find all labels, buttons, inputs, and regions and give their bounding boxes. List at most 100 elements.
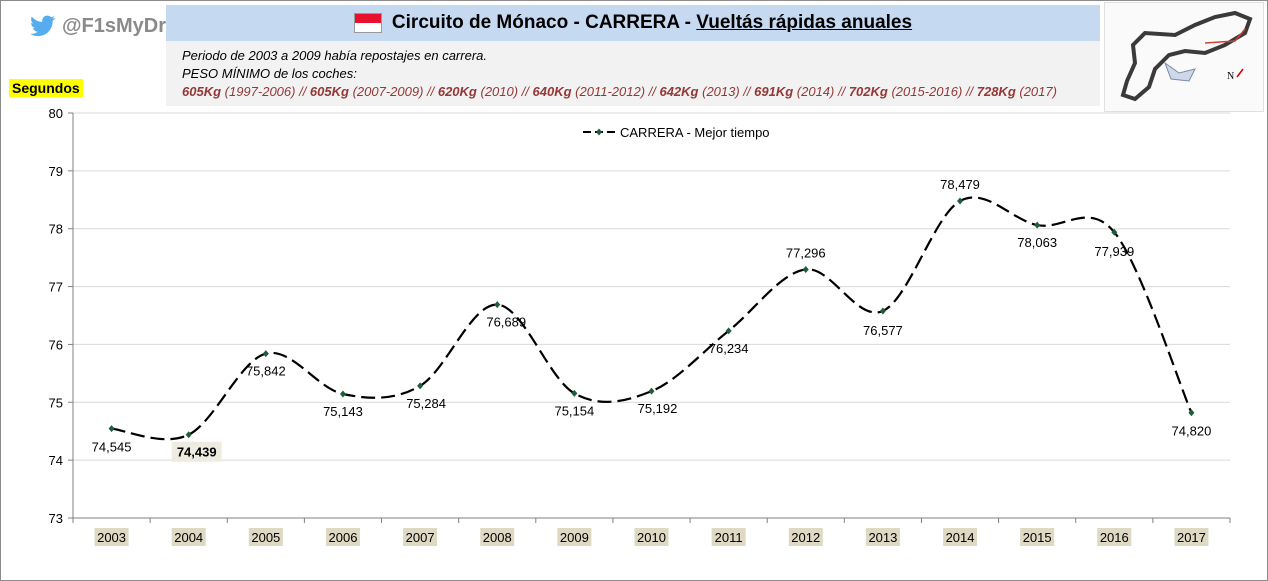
data-point	[339, 390, 346, 398]
x-tick-label-bg	[325, 528, 360, 546]
min-weight-value: 620Kg	[437, 84, 477, 99]
data-label: 75,842	[246, 364, 286, 379]
x-tick-label-bg	[1020, 528, 1055, 546]
twitter-handle: @F1sMyDrug	[30, 12, 190, 40]
x-tick-label-bg	[943, 528, 978, 546]
data-point	[571, 389, 578, 397]
data-label: 74,439	[177, 445, 217, 460]
data-point	[802, 265, 809, 273]
twitter-bird-icon	[30, 15, 56, 37]
min-weight-value: 605Kg	[309, 84, 349, 99]
data-point	[648, 387, 655, 395]
data-label: 75,154	[554, 403, 594, 418]
x-tick-label-bg	[1174, 528, 1209, 546]
x-tick-label: 2006	[329, 530, 358, 545]
y-tick-label: 75	[49, 395, 63, 410]
legend: CARRERA - Mejor tiempo	[583, 125, 770, 140]
data-label: 75,192	[638, 401, 678, 416]
y-tick-label: 79	[49, 164, 63, 179]
legend-marker	[596, 128, 602, 136]
data-label: 78,479	[940, 177, 980, 192]
x-tick-label-bg	[711, 528, 746, 546]
x-tick-label-bg	[634, 528, 669, 546]
data-point	[185, 431, 192, 439]
x-tick-label: 2005	[251, 530, 280, 545]
min-weight-period: (2017)	[1015, 84, 1057, 99]
chart-title-underlined: Vueltás rápidas anuales	[696, 12, 913, 33]
data-markers	[108, 197, 1195, 439]
header-box: Circuito de Mónaco - CARRERA - Vueltás r…	[166, 5, 1100, 106]
data-point	[725, 327, 732, 335]
twitter-handle-text: @F1sMyDrug	[62, 14, 191, 37]
y-tick-label: 74	[49, 453, 63, 468]
min-weight-period: (2013) //	[698, 84, 755, 99]
x-tick-label-bg	[403, 528, 438, 546]
chart-title-main: Circuito de Mónaco - CARRERA -	[391, 12, 697, 33]
x-tick-label: 2004	[174, 530, 203, 545]
min-weight-heading: PESO MÍNIMO de los coches:	[182, 66, 357, 81]
x-tick-label-bg	[557, 528, 592, 546]
refuel-note: Periodo de 2003 a 2009 había repostajes …	[182, 48, 487, 63]
chart-title: Circuito de Mónaco - CARRERA - Vueltás r…	[392, 12, 912, 34]
data-label: 76,234	[709, 341, 749, 356]
min-weight-period: (2010) //	[476, 84, 533, 99]
data-label: 77,939	[1094, 244, 1134, 259]
y-unit-label: Segundos	[9, 79, 83, 97]
y-tick-label: 80	[49, 106, 63, 121]
y-axis-ticks: 73 74 75 76 77 78 79 80	[49, 106, 74, 526]
min-weight-period: (1997-2006) //	[221, 84, 310, 99]
x-tick-label-bg	[865, 528, 900, 546]
x-tick-label: 2003	[97, 530, 126, 545]
data-label: 76,689	[486, 315, 526, 330]
data-point	[1111, 228, 1118, 236]
x-tick-label: 2017	[1177, 530, 1206, 545]
data-point	[262, 350, 269, 358]
min-weight-list: 605Kg (1997-2006) // 605Kg (2007-2009) /…	[182, 84, 1057, 99]
x-tick-label: 2015	[1023, 530, 1052, 545]
x-tick-label: 2009	[560, 530, 589, 545]
y-tick-label: 77	[49, 280, 63, 295]
y-tick-label: 73	[49, 511, 63, 526]
min-weight-value: 702Kg	[848, 84, 888, 99]
min-weight-value: 691Kg	[754, 84, 794, 99]
monaco-flag-icon	[353, 13, 382, 33]
title-bar: Circuito de Mónaco - CARRERA - Vueltás r…	[166, 5, 1100, 41]
data-label: 77,296	[786, 245, 826, 260]
min-weight-value: 728Kg	[976, 84, 1016, 99]
x-tick-label: 2014	[946, 530, 975, 545]
y-tick-label: 76	[49, 337, 63, 352]
min-weight-value: 640Kg	[532, 84, 572, 99]
x-tick-label-bg	[94, 528, 129, 546]
data-point	[879, 307, 886, 315]
svg-text:N: N	[1227, 71, 1234, 82]
x-axis: 2003 2004 2005 2006 2007 2008 2009 2010 2011 2012…	[72, 518, 1231, 546]
min-weight-period: (2015-2016) //	[887, 84, 977, 99]
x-tick-label: 2013	[868, 530, 897, 545]
x-tick-label: 2007	[406, 530, 435, 545]
circuit-map-image: N	[1104, 2, 1264, 112]
data-point	[417, 382, 424, 390]
x-tick-label: 2010	[637, 530, 666, 545]
x-tick-label-bg	[480, 528, 515, 546]
min-weight-period: (2011-2012) //	[571, 84, 660, 99]
x-tick-label-bg	[248, 528, 283, 546]
data-label: 75,143	[323, 404, 363, 419]
legend-label: CARRERA - Mejor tiempo	[620, 125, 770, 140]
y-tick-label: 78	[49, 222, 63, 237]
min-weight-period: (2007-2009) //	[348, 84, 438, 99]
data-point	[957, 197, 964, 205]
x-tick-label-bg	[788, 528, 823, 546]
data-point	[108, 425, 115, 433]
data-point	[1188, 409, 1195, 417]
data-label: 75,284	[406, 396, 446, 411]
gridlines	[73, 112, 1230, 519]
data-labels: 74,545 74,439 75,842 75,143 75,284 76,689 75,1…	[92, 177, 1212, 462]
data-label-highlight	[171, 441, 222, 462]
data-label: 74,820	[1172, 424, 1212, 439]
min-weight-period: (2014) //	[793, 84, 849, 99]
x-tick-label: 2012	[791, 530, 820, 545]
data-label: 78,063	[1017, 235, 1057, 250]
x-tick-label: 2008	[483, 530, 512, 545]
data-point	[1034, 221, 1041, 229]
